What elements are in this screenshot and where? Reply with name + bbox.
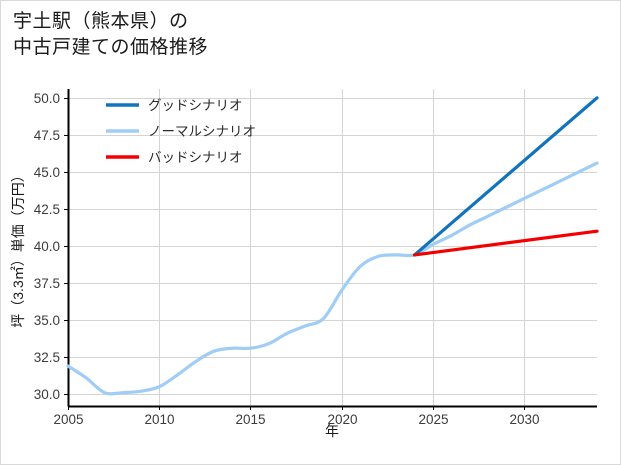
y-tick-labels: 30.0 32.5 35.0 37.5 40.0 42.5 45.0 47.5 50.0 bbox=[34, 91, 60, 402]
x-tick-label: 2025 bbox=[418, 412, 448, 427]
y-tick-label: 30.0 bbox=[34, 387, 60, 402]
y-tick-label: 45.0 bbox=[34, 165, 60, 180]
x-tick-labels: 2005 2010 2015 2020 2025 2030 bbox=[53, 412, 539, 427]
data-line-bad bbox=[412, 229, 599, 257]
y-tick-label: 42.5 bbox=[34, 202, 60, 217]
y-tick-label: 35.0 bbox=[34, 313, 60, 328]
x-axis-title: 年 bbox=[325, 423, 339, 439]
data-line-normal bbox=[66, 161, 599, 396]
legend-label-1: ノーマルシナリオ bbox=[148, 124, 256, 139]
y-tick-label: 37.5 bbox=[34, 276, 60, 291]
y-axis-title: 坪（3.3㎡）単価（万円） bbox=[10, 168, 26, 327]
y-tick-label: 47.5 bbox=[34, 128, 60, 143]
axis-spines bbox=[67, 89, 597, 408]
x-tick-label: 2030 bbox=[509, 412, 539, 427]
x-tick-label: 2015 bbox=[235, 412, 265, 427]
legend-label-0: グッドシナリオ bbox=[148, 98, 243, 113]
y-tick-label: 40.0 bbox=[34, 239, 60, 254]
legend-label-2: バッドシナリオ bbox=[148, 150, 243, 165]
data-series-lines bbox=[66, 96, 599, 396]
x-tick-label: 2010 bbox=[144, 412, 174, 427]
y-tick-label: 32.5 bbox=[34, 350, 60, 365]
x-tick-label: 2005 bbox=[53, 412, 83, 427]
data-line-good bbox=[412, 96, 599, 257]
x-tick-label: 2020 bbox=[327, 412, 357, 427]
page-title: 宇土駅（熊本県）の 中古戸建ての価格推移 bbox=[13, 11, 209, 58]
y-tick-marks bbox=[64, 97, 68, 396]
y-tick-label: 50.0 bbox=[34, 91, 60, 106]
